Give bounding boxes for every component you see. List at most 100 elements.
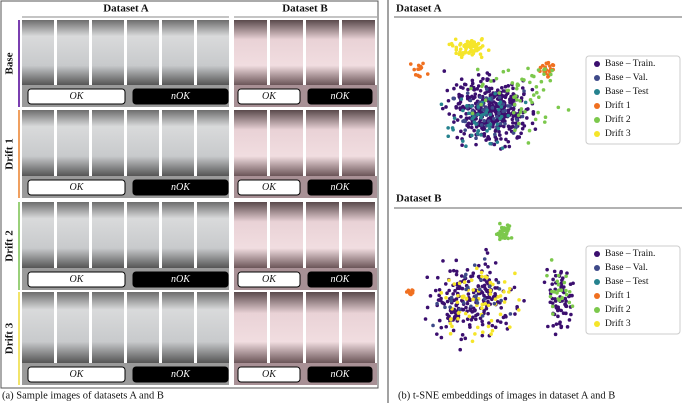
embedding-point [506, 68, 511, 73]
embedding-point [499, 114, 504, 119]
embedding-point [488, 292, 493, 296]
embedding-point [475, 87, 480, 91]
legend-label: Drift 3 [605, 128, 631, 139]
embedding-point [465, 301, 470, 306]
embedding-point [409, 292, 413, 297]
sample-image [342, 292, 375, 363]
embedding-point [543, 115, 548, 120]
embedding-point [542, 72, 546, 76]
embedding-point [466, 122, 470, 127]
embedding-point [551, 63, 556, 68]
embedding-point [452, 120, 456, 124]
embedding-point [507, 286, 512, 291]
embedding-point [479, 102, 483, 107]
embedding-point [458, 47, 463, 51]
embedding-point [498, 320, 503, 324]
embedding-point [504, 93, 509, 97]
sample-image [57, 292, 89, 363]
embedding-point [461, 307, 466, 312]
embedding-point [513, 128, 517, 133]
class-label: nOK [331, 91, 351, 102]
embedding-point [498, 231, 502, 235]
sample-image [234, 202, 267, 268]
embedding-point [479, 123, 484, 127]
embedding-point [488, 110, 493, 114]
embedding-point [560, 276, 565, 280]
embedding-point [449, 295, 454, 300]
embedding-point [413, 73, 418, 77]
embedding-point [511, 110, 516, 115]
nok-box [307, 271, 373, 288]
embedding-point [480, 84, 484, 89]
embedding-point [493, 91, 497, 96]
row-label: Drift 3 [4, 322, 16, 354]
embedding-point [497, 95, 502, 100]
sample-image [270, 202, 303, 268]
embedding-point [465, 317, 470, 321]
embedding-point [479, 55, 484, 60]
embedding-point [489, 318, 494, 323]
sample-image [92, 292, 124, 363]
embedding-point [439, 335, 444, 340]
embedding-point [504, 314, 508, 319]
embedding-point [509, 236, 514, 240]
embedding-point [453, 37, 458, 42]
embedding-point [444, 324, 449, 329]
embedding-point [522, 89, 526, 93]
embedding-point [499, 137, 503, 141]
ok-box [27, 88, 126, 105]
embedding-point [495, 104, 500, 109]
embedding-point [493, 292, 497, 296]
embedding-point [546, 60, 551, 65]
sample-image [197, 20, 229, 85]
embedding-point [550, 304, 555, 309]
embedding-point [483, 286, 487, 291]
embedding-point [472, 263, 477, 267]
embedding-point [486, 299, 490, 304]
nok-box [132, 179, 229, 196]
embedding-point [442, 69, 447, 73]
embedding-point [481, 76, 485, 81]
embedding-point [517, 121, 521, 126]
embedding-point [470, 339, 475, 344]
embedding-point [412, 67, 417, 72]
embedding-point [540, 63, 545, 68]
embedding-point [506, 84, 511, 88]
embedding-point [488, 288, 493, 293]
embedding-point [445, 291, 449, 296]
embedding-point [523, 109, 527, 114]
embedding-point [463, 128, 467, 132]
sample-image [127, 292, 159, 363]
embedding-point [474, 136, 478, 141]
sample-image [197, 292, 229, 363]
embedding-point [503, 108, 508, 113]
sample-image [197, 110, 229, 176]
embedding-point [548, 64, 552, 68]
legend-marker [594, 75, 600, 81]
embedding-point [503, 84, 508, 89]
embedding-point [470, 116, 475, 121]
embedding-point [476, 263, 481, 268]
embedding-point [464, 305, 468, 310]
embedding-point [479, 79, 483, 84]
embedding-point [452, 309, 457, 314]
class-label: nOK [171, 369, 191, 380]
legend-label: Base – Train. [605, 59, 655, 69]
embedding-point [559, 282, 564, 287]
embedding-point [482, 293, 486, 298]
panel-title: Dataset A [396, 3, 442, 15]
embedding-point [478, 95, 483, 100]
ok-box [237, 88, 301, 105]
embedding-point [497, 287, 502, 291]
embedding-point [436, 298, 441, 302]
embedding-point [443, 282, 448, 286]
embedding-point [498, 100, 503, 104]
embedding-point [462, 82, 467, 87]
legend-marker [594, 103, 600, 109]
embedding-point [519, 96, 524, 100]
embedding-point [495, 140, 500, 144]
sample-image [342, 20, 375, 85]
embedding-point [494, 76, 499, 81]
embedding-point [471, 96, 476, 101]
embedding-point [496, 107, 501, 112]
